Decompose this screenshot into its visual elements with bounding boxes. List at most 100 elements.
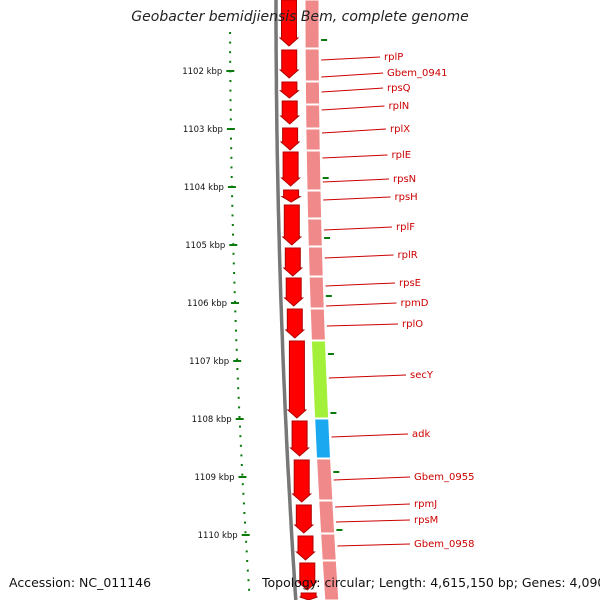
gene-label-rpmj: rpmJ — [414, 499, 437, 510]
feature-segment — [305, 128, 321, 151]
cds-arrow — [279, 100, 301, 125]
cds-arrow — [299, 592, 318, 600]
cds-arrow — [291, 459, 313, 503]
ruler-dot — [242, 492, 245, 495]
gene-label-gbem_0941: Gbem_0941 — [387, 68, 447, 79]
ruler-dot — [244, 521, 246, 524]
ruler-tick — [226, 70, 235, 72]
cds-arrow — [282, 247, 304, 277]
gene-label-rpmd: rpmD — [401, 298, 429, 309]
gene-label-rplx: rplX — [390, 124, 410, 135]
feature-track — [304, 0, 340, 600]
leader-line — [333, 476, 411, 481]
ruler-tick-label: 1110 kbp — [198, 531, 238, 541]
ruler-dot — [235, 339, 238, 342]
ruler-tick-label: 1105 kbp — [185, 241, 225, 251]
ruler-dot — [240, 454, 243, 457]
gene-label-gbem_0958: Gbem_0958 — [414, 539, 474, 550]
ruler-tick-label: 1109 kbp — [194, 473, 234, 483]
gene-label-rpsn: rpsN — [393, 174, 416, 185]
ruler-dot — [239, 425, 241, 428]
ruler-dot — [240, 464, 243, 466]
feature-segment — [307, 218, 323, 247]
feature-segment — [320, 533, 337, 561]
ruler-dot — [245, 550, 248, 553]
ruler-dot — [231, 214, 234, 217]
accession-text: Accession: NC_011146 — [9, 575, 152, 590]
ruler-tick-label: 1107 kbp — [189, 357, 229, 367]
ruler-dot — [229, 32, 232, 34]
ruler-tick — [227, 186, 236, 188]
ruler-tick — [235, 418, 244, 420]
gene-label-secy: secY — [410, 370, 434, 381]
ruler-dot — [237, 387, 240, 390]
ruler-dot — [233, 281, 236, 284]
cds-arrow — [278, 49, 300, 79]
ruler-tick — [231, 302, 239, 304]
leader-line — [324, 254, 394, 259]
ruler-dot — [242, 502, 245, 505]
ruler-dot — [241, 483, 244, 486]
ruler-dot — [239, 435, 242, 438]
ruler-dot — [236, 368, 239, 370]
gene-label-rplp: rplP — [384, 52, 403, 63]
ruler-tick-label: 1104 kbp — [184, 183, 224, 193]
track-tick — [324, 237, 331, 239]
track-tick — [322, 177, 329, 179]
ruler-dot — [232, 252, 235, 255]
ruler-dot — [233, 291, 236, 294]
ruler-dot — [246, 560, 249, 562]
cds-arrow — [295, 535, 316, 561]
ruler-dot — [247, 579, 250, 582]
cds-arrow — [296, 562, 318, 591]
ruler-dot — [229, 99, 232, 102]
ruler-tick-label: 1106 kbp — [187, 299, 227, 309]
ruler-dot — [234, 310, 237, 313]
ruler-dot — [230, 176, 233, 178]
leader-line — [328, 374, 407, 379]
leader-line — [321, 56, 381, 61]
cds-arrow — [278, 81, 300, 99]
ruler-dot — [248, 588, 251, 591]
ruler-dot — [230, 166, 233, 169]
cds-arrow — [279, 127, 301, 151]
ruler-tick-label: 1103 kbp — [183, 125, 223, 135]
ruler-dot — [229, 118, 232, 121]
leader-line — [326, 302, 397, 307]
cds-arrow — [284, 308, 306, 339]
label-leader-lines — [321, 56, 411, 547]
ruler-dot — [230, 156, 233, 159]
feature-segment — [310, 340, 330, 419]
ruler-dot — [232, 262, 235, 265]
ruler-dot — [230, 137, 232, 140]
ruler-dot — [234, 320, 237, 322]
ruler-tick-label: 1108 kbp — [192, 415, 232, 425]
leader-line — [326, 323, 399, 327]
cds-arrows — [278, 0, 318, 600]
gene-label-rpsq: rpsQ — [387, 83, 411, 94]
track-tick — [330, 412, 337, 414]
feature-segment — [305, 150, 322, 191]
feature-segment — [307, 246, 324, 277]
ruler-dot — [238, 416, 241, 418]
ruler-dot — [229, 108, 232, 111]
feature-segment — [308, 276, 325, 309]
ruler-dot — [229, 89, 232, 92]
cds-arrow — [281, 204, 303, 246]
gene-label-rpln: rplN — [389, 101, 410, 112]
ruler-dot — [246, 569, 249, 572]
feature-segment — [304, 81, 321, 105]
cds-arrow — [278, 0, 300, 47]
ruler-dot — [232, 233, 234, 236]
leader-line — [325, 282, 396, 287]
track-tick — [333, 471, 340, 473]
ruler-dot — [237, 396, 240, 399]
feature-segment — [309, 308, 326, 341]
ruler-dotted-line — [229, 32, 251, 591]
leader-line — [322, 154, 388, 159]
leader-line — [331, 433, 409, 438]
ruler-tick — [226, 128, 235, 130]
ruler-dot — [231, 195, 234, 198]
cds-arrow — [293, 504, 315, 534]
